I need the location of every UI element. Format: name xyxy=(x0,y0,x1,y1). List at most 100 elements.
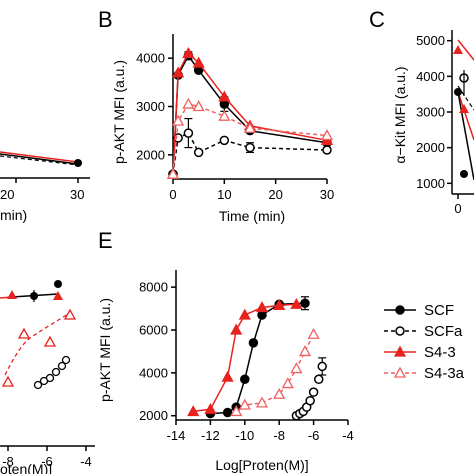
data-point-scfa xyxy=(245,142,255,153)
panel-d-xtick-label: -4 xyxy=(80,454,92,469)
panel-c-line-red xyxy=(457,39,474,61)
data-point-s4-3a xyxy=(182,97,195,109)
panel-d-marker xyxy=(54,280,62,288)
data-point-s4-3a xyxy=(281,377,294,389)
data-point-s4-3 xyxy=(182,46,195,58)
x-tick-label: -4 xyxy=(342,428,354,443)
data-point-s4-3a xyxy=(192,100,205,112)
legend-label-scf: SCF xyxy=(424,302,454,319)
panel-d-marker xyxy=(61,355,71,365)
data-point-scfa xyxy=(308,387,319,397)
panel-d-xtick-label: -6 xyxy=(41,454,53,469)
y-tick-label: 2000 xyxy=(139,408,168,423)
legend-marker-scf xyxy=(395,305,405,315)
panel-a-line-black xyxy=(0,153,79,165)
data-point-s4-3 xyxy=(238,308,251,320)
x-tick-label: -10 xyxy=(235,428,254,443)
data-point-scf xyxy=(240,374,250,385)
panel-c-label: C xyxy=(369,7,385,32)
data-point-scfa xyxy=(193,147,204,158)
panel-d-marker xyxy=(63,308,77,320)
panel-d-marker xyxy=(7,290,17,299)
y-tick-label: 4000 xyxy=(139,365,168,380)
data-point-s4-3 xyxy=(204,402,217,414)
panel-c-line-red xyxy=(457,91,474,141)
data-point-scfa xyxy=(305,395,315,406)
panel-c-ytick-label: 1000 xyxy=(416,176,445,191)
panel-e-ylabel: p-AKT MFI (a.u.) xyxy=(97,298,113,402)
series-line-scf xyxy=(210,302,306,415)
panel-a-xtick-label: 20 xyxy=(0,187,14,202)
y-tick-label: 2000 xyxy=(136,147,165,162)
data-point-s4-3 xyxy=(255,301,269,313)
data-point-scf xyxy=(222,407,233,418)
panel-e-label: E xyxy=(98,228,113,253)
x-tick-label: -6 xyxy=(308,428,320,443)
x-tick-label: 30 xyxy=(320,187,334,202)
panel-c-ylabel: α−Kit MFI (a.u.) xyxy=(392,66,408,163)
x-tick-label: 0 xyxy=(169,187,176,202)
panel-d-marker xyxy=(53,291,63,300)
x-tick-label: -8 xyxy=(273,428,285,443)
panel-a-xlabel: min) xyxy=(0,207,27,223)
x-tick-label: 20 xyxy=(268,187,282,202)
legend-label-scfa: SCFa xyxy=(424,323,463,340)
data-point-scfa xyxy=(322,145,332,155)
panel-a-line-red xyxy=(0,151,79,163)
data-point-scf xyxy=(257,310,267,320)
panel-c-ytick-label: 3000 xyxy=(416,105,445,120)
panel-c-marker xyxy=(460,170,468,178)
panel-e: E p-AKT MFI (a.u.) Log[Proten(M)] 2000 40… xyxy=(97,228,354,473)
panel-c-ytick-label: 2000 xyxy=(416,140,445,155)
data-point-s4-3a xyxy=(238,398,251,410)
panel-c-marker xyxy=(454,88,462,96)
y-tick-label: 4000 xyxy=(136,51,165,66)
panel-d-marker xyxy=(43,335,57,347)
panel-a-marker xyxy=(74,159,82,167)
panel-b: B p-AKT MFI (a.u.) Time (min) 2000 3000 40… xyxy=(98,7,334,224)
y-tick-label: 3000 xyxy=(136,99,165,114)
panel-c-ytick-label: 5000 xyxy=(416,33,445,48)
legend-label-s4-3a: S4-3a xyxy=(424,365,465,382)
data-point-scfa xyxy=(317,361,327,372)
x-tick-label: 10 xyxy=(217,187,231,202)
data-point-s4-3a xyxy=(172,114,185,126)
panel-a-line-dash xyxy=(0,155,79,166)
data-point-s4-3a xyxy=(255,396,269,408)
data-point-scfa xyxy=(183,128,194,138)
panel-d-xlabel: oten(M)] xyxy=(0,461,52,474)
panel-c-ytick-label: 4000 xyxy=(416,69,445,84)
panel-d-line-pink xyxy=(4,312,71,376)
legend: SCF SCFa S4-3 S4-3a xyxy=(384,302,465,382)
panel-a: 20 30 min) xyxy=(0,151,90,223)
x-tick-label: -14 xyxy=(167,428,186,443)
legend-marker-scfa xyxy=(395,326,405,336)
data-point-s4-3 xyxy=(218,90,231,102)
data-point-scf xyxy=(248,338,259,348)
panel-c-line-black xyxy=(457,91,474,181)
data-point-s4-3 xyxy=(230,323,243,335)
panel-b-label: B xyxy=(98,7,113,32)
data-point-s4-3 xyxy=(172,66,185,78)
data-point-s4-3a xyxy=(307,327,320,339)
panel-d: -8 -6 -4 oten(M)] xyxy=(0,280,95,474)
panel-d-xtick-label: -8 xyxy=(2,454,14,469)
data-point-s4-3a xyxy=(230,405,243,417)
data-point-s4-3a xyxy=(218,109,231,121)
legend-label-s4-3: S4-3 xyxy=(424,344,456,361)
data-point-s4-3 xyxy=(221,370,234,382)
panel-c-marker xyxy=(453,45,463,54)
data-point-s4-3a xyxy=(243,121,257,133)
y-tick-label: 6000 xyxy=(139,323,168,338)
panel-c-marker xyxy=(459,104,469,113)
data-point-s4-3 xyxy=(273,299,286,311)
panel-b-plot: 2000 3000 4000 0 10 20 30 xyxy=(136,34,334,202)
data-point-s4-3a xyxy=(290,362,303,374)
panel-d-marker xyxy=(57,361,67,371)
panel-d-marker xyxy=(51,367,61,377)
data-point-s4-3a xyxy=(166,167,180,179)
legend-marker-s4-3 xyxy=(393,345,407,357)
data-point-s4-3a xyxy=(298,345,312,357)
data-point-scf xyxy=(300,298,310,308)
